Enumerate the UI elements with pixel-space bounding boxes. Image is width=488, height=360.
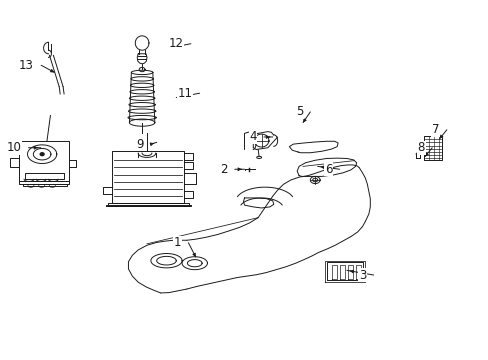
Text: 8: 8 [417,141,424,154]
Text: 12: 12 [168,37,183,50]
Text: 7: 7 [431,123,439,136]
Text: 13: 13 [19,59,34,72]
Text: 5: 5 [295,105,303,118]
Polygon shape [40,153,44,156]
Text: 2: 2 [220,163,227,176]
Text: 6: 6 [324,163,331,176]
Text: 11: 11 [177,87,192,100]
Text: 4: 4 [249,130,256,144]
Text: 1: 1 [173,236,181,249]
Text: 10: 10 [6,141,21,154]
Text: 3: 3 [358,269,366,282]
Text: 9: 9 [136,138,143,150]
